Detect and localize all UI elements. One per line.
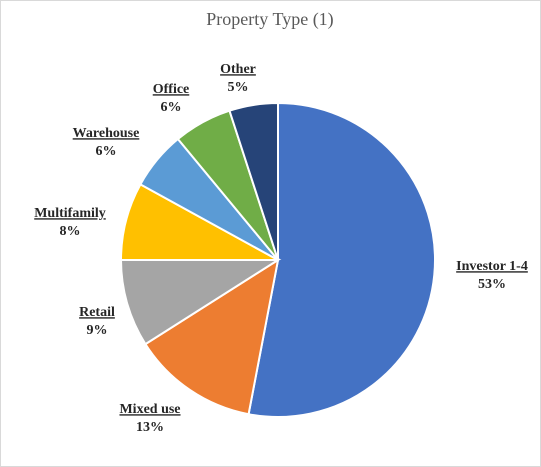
pie-slice	[119, 259, 282, 346]
slice-name: Office	[153, 82, 190, 97]
slice-value: 6%	[96, 144, 117, 159]
slice-name: Warehouse	[73, 126, 140, 141]
slice-value: 53%	[478, 277, 506, 292]
slice-name: Multifamily	[34, 206, 106, 221]
slice-name: Mixed use	[119, 402, 180, 417]
pie-slice	[144, 257, 280, 416]
chart-title: Property Type (1)	[206, 9, 333, 30]
pie-slice	[247, 101, 436, 418]
slice-value: 5%	[228, 80, 249, 95]
slice-name: Retail	[79, 305, 115, 320]
slice-name: Other	[220, 62, 256, 77]
slice-name: Investor 1-4	[456, 259, 528, 274]
slice-value: 8%	[60, 224, 81, 239]
slice-value: 9%	[87, 323, 108, 338]
slice-value: 13%	[136, 420, 164, 435]
pie-slice	[228, 101, 279, 261]
slice-value: 6%	[161, 100, 182, 115]
